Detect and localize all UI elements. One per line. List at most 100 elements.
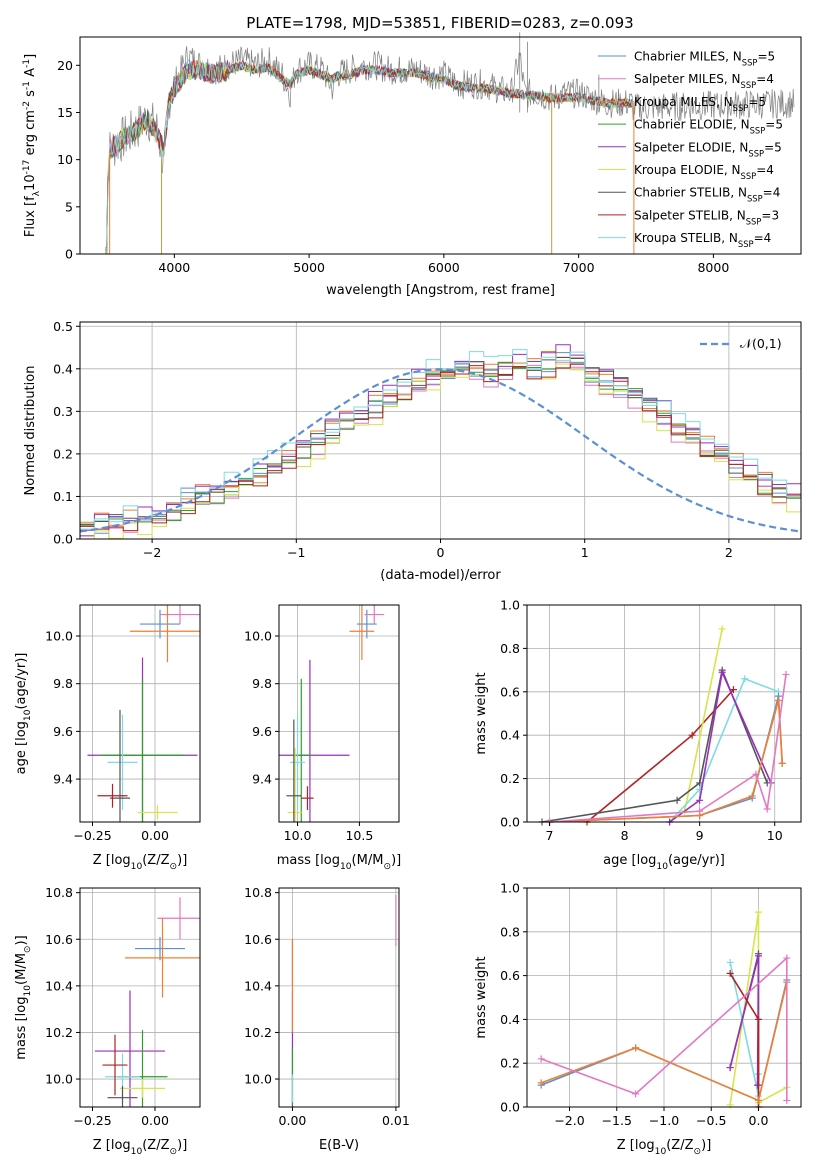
error-point [107,714,138,811]
x-tick-label: 0.00 [141,828,169,843]
y-tick-label: 9.4 [252,772,272,787]
error-point [160,605,200,625]
weight-series [546,670,790,826]
axes-weight_vs_age: mass weight [474,604,802,826]
weight-marker [718,625,726,633]
x-axis-label: age [log10(age/yr)] [603,853,725,872]
error-point [301,786,314,811]
axes-mass_vs_EBV [275,887,400,1111]
x-tick-label: 9 [696,828,704,843]
y-tick-label: 0.8 [500,924,520,939]
axes-weight_vs_Z: mass weight [474,887,802,1111]
legend-entry: Kroupa STELIB, NSSP=4 [634,231,771,249]
y-tick-label: 10 [57,152,73,167]
residual-histogram [80,349,801,530]
weight-marker [754,952,762,960]
y-tick-label: 10.0 [244,1072,272,1087]
weight-marker [696,796,704,804]
x-tick-label: 1 [581,545,589,560]
x-tick-label: −0.25 [73,1113,111,1128]
x-tick-label: 0.00 [279,1113,307,1128]
weight-line [683,628,723,812]
weight-line [549,700,784,823]
y-tick-label: 0.4 [500,1012,520,1027]
x-tick-label: 0.0 [749,1113,769,1128]
legend-entry: Salpeter ELODIE, NSSP=5 [634,140,782,158]
y-tick-label: 10.4 [244,978,272,993]
weight-marker [537,1079,545,1087]
weight-marker [783,1096,791,1104]
y-tick-label: 0.4 [500,728,520,743]
x-tick-label: 7000 [563,260,595,275]
legend-entry: Salpeter MILES, NSSP=4 [634,72,774,90]
x-tick-label: 4000 [158,260,190,275]
y-tick-label: 10.2 [244,1025,272,1040]
axes-frame [79,887,201,1108]
points-group [95,897,200,1107]
y-tick-label: 0.3 [53,404,73,419]
weight-marker [754,1096,762,1104]
y-axis-label: mass weight [474,956,489,1038]
y-axis-label: Flux [fλ10-17 erg cm-2 s-1 A-1] [22,54,42,237]
chart-title: PLATE=1798, MJD=53851, FIBERID=0283, z=0… [246,14,633,32]
weight-marker [688,731,696,739]
y-tick-label: 15 [57,105,73,120]
axes-mass_vs_Z: mass [log10(M/M⊙)] [14,887,201,1111]
weight-marker [778,759,786,767]
axes-frame [79,36,802,255]
error-point [135,936,185,961]
y-tick-label: 0.5 [53,319,73,334]
weight-series [546,696,786,826]
x-axis-label: Z [log10(Z/Z⊙)] [93,1138,188,1157]
legend-entry: Kroupa ELODIE, NSSP=4 [634,163,774,181]
error-point [100,678,185,822]
weight-marker [741,675,749,683]
legend-entry: Chabrier ELODIE, NSSP=5 [634,118,783,136]
weight-line [669,669,772,823]
y-tick-label: 10.2 [45,1025,73,1040]
y-axis-label: Normed distribution [23,366,38,496]
y-tick-label: 20 [57,58,73,73]
weight-marker [726,969,734,977]
y-tick-label: 9.6 [53,724,73,739]
error-point [157,897,200,940]
y-tick-label: 10.0 [45,629,73,644]
x-axis-label: Z [log10(Z/Z⊙)] [617,1138,712,1157]
x-tick-label: −0.5 [696,1113,726,1128]
y-tick-label: 9.6 [252,724,272,739]
axes-age_vs_mass [275,604,400,826]
weight-series [537,954,791,1104]
model-fit-line [105,59,632,253]
weight-series [681,625,726,815]
error-point [137,805,178,820]
weight-marker [726,1064,734,1072]
y-tick-label: 10.0 [45,1072,73,1087]
y-tick-label: 1.0 [500,598,520,613]
weight-line [540,956,788,1101]
weight-marker [726,958,734,966]
weight-line [729,972,760,1107]
x-tick-label: 0.00 [141,1113,169,1128]
weight-series [546,692,786,826]
x-tick-label: 7 [546,828,554,843]
model-fit-line [105,59,633,255]
x-tick-label: 5000 [293,260,325,275]
x-tick-label: 10.5 [345,828,373,843]
model-fit-line [105,59,633,255]
x-tick-label: 0 [437,545,445,560]
axes-spectrum: Flux [fλ10-17 erg cm-2 s-1 A-1] [22,32,802,258]
residual-histogram [80,363,801,532]
y-axis-label: mass [log10(M/M⊙)] [14,935,33,1059]
y-tick-label: 0.0 [53,532,73,547]
y-tick-label: 0.2 [53,446,73,461]
y-tick-label: 0.4 [53,361,73,376]
axes-frame [79,604,201,823]
x-tick-label: 0.01 [382,1113,410,1128]
error-point [107,1086,138,1107]
legend-entry: Chabrier MILES, NSSP=5 [634,50,775,68]
x-tick-label: −1.5 [602,1113,632,1128]
error-point [95,990,165,1107]
y-tick-label: 10.8 [45,885,73,900]
y-tick-label: 10.6 [244,932,272,947]
